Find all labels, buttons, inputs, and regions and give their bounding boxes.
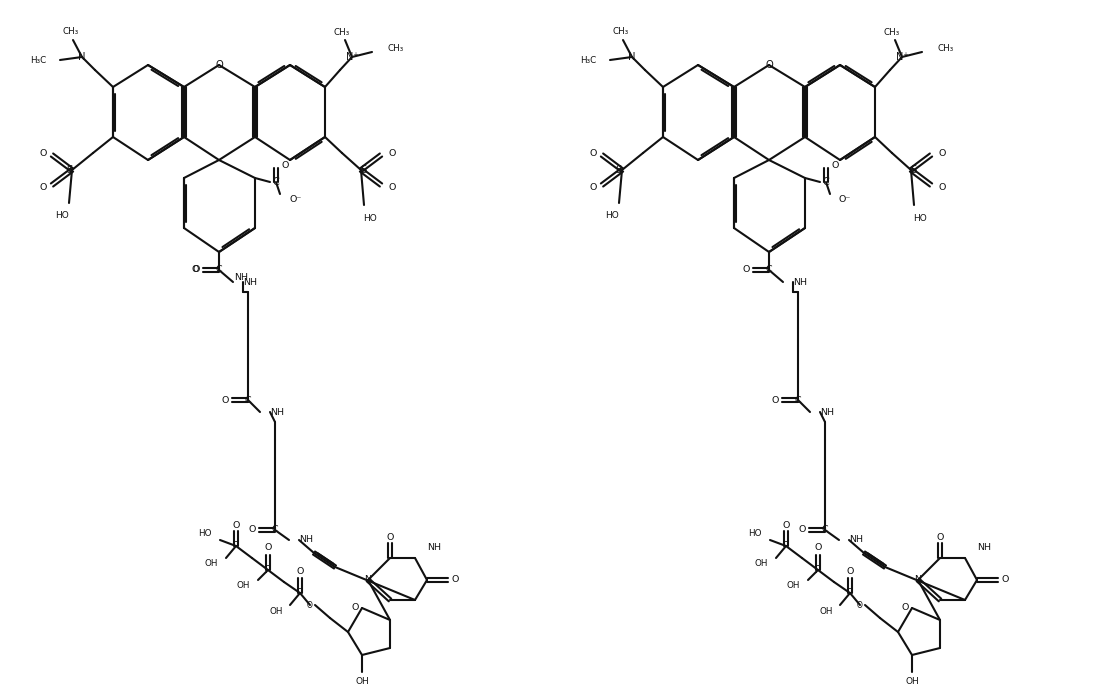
Text: OH: OH bbox=[905, 677, 919, 686]
Text: O: O bbox=[233, 520, 239, 530]
Text: O: O bbox=[771, 395, 778, 404]
Text: C: C bbox=[821, 526, 828, 535]
Text: OH: OH bbox=[269, 606, 283, 615]
Text: NH: NH bbox=[243, 278, 257, 287]
Text: O: O bbox=[40, 183, 47, 192]
Text: O: O bbox=[858, 601, 863, 610]
Text: O: O bbox=[590, 149, 596, 158]
Text: S: S bbox=[911, 165, 917, 175]
Text: C: C bbox=[765, 265, 772, 274]
Text: O: O bbox=[831, 161, 839, 169]
Text: O: O bbox=[281, 161, 289, 169]
Text: CH₃: CH₃ bbox=[884, 28, 900, 37]
Text: HO: HO bbox=[363, 214, 377, 223]
Text: C: C bbox=[215, 265, 222, 274]
Text: O: O bbox=[191, 265, 199, 274]
Text: O: O bbox=[248, 526, 256, 535]
Text: OH: OH bbox=[819, 606, 833, 615]
Text: O⁻: O⁻ bbox=[839, 194, 851, 203]
Text: O: O bbox=[765, 60, 773, 70]
Text: OH: OH bbox=[754, 559, 768, 568]
Text: NH: NH bbox=[427, 544, 441, 553]
Text: O: O bbox=[215, 60, 223, 70]
Text: NH: NH bbox=[977, 544, 991, 553]
Text: O: O bbox=[389, 149, 395, 158]
Text: N⁺: N⁺ bbox=[346, 52, 358, 62]
Text: C: C bbox=[795, 395, 802, 404]
Text: OH: OH bbox=[236, 582, 250, 590]
Text: N: N bbox=[628, 52, 636, 62]
Text: CH₃: CH₃ bbox=[388, 43, 404, 52]
Text: O: O bbox=[307, 601, 313, 610]
Text: O: O bbox=[386, 533, 394, 542]
Text: O: O bbox=[192, 265, 200, 274]
Text: O: O bbox=[815, 544, 821, 553]
Text: HO: HO bbox=[605, 212, 619, 220]
Text: NH: NH bbox=[234, 273, 248, 282]
Text: NH: NH bbox=[793, 278, 807, 287]
Text: O: O bbox=[939, 149, 945, 158]
Text: O: O bbox=[798, 526, 806, 535]
Text: OH: OH bbox=[204, 559, 219, 568]
Text: N: N bbox=[365, 575, 371, 584]
Text: CH₃: CH₃ bbox=[613, 26, 629, 36]
Text: O: O bbox=[351, 604, 359, 613]
Text: O: O bbox=[389, 183, 395, 192]
Text: S: S bbox=[361, 165, 367, 175]
Text: HO: HO bbox=[199, 530, 212, 539]
Text: C: C bbox=[271, 526, 278, 535]
Text: O: O bbox=[847, 568, 853, 577]
Text: OH: OH bbox=[786, 582, 800, 590]
Text: P: P bbox=[296, 588, 303, 598]
Text: C: C bbox=[245, 395, 251, 404]
Text: O: O bbox=[939, 183, 945, 192]
Text: O: O bbox=[222, 395, 228, 404]
Text: CH₃: CH₃ bbox=[334, 28, 350, 37]
Text: O: O bbox=[40, 149, 47, 158]
Text: O: O bbox=[296, 568, 304, 577]
Text: O: O bbox=[451, 575, 459, 584]
Text: S: S bbox=[66, 165, 72, 175]
Text: O: O bbox=[742, 265, 750, 274]
Text: P: P bbox=[265, 565, 271, 575]
Text: N: N bbox=[78, 52, 86, 62]
Text: H₃C: H₃C bbox=[580, 56, 596, 65]
Text: NH: NH bbox=[270, 407, 284, 416]
Text: O: O bbox=[1001, 575, 1009, 584]
Text: O: O bbox=[901, 604, 909, 613]
Text: O: O bbox=[590, 183, 596, 192]
Text: OH: OH bbox=[355, 677, 369, 686]
Text: O: O bbox=[265, 544, 271, 553]
Text: H₃C: H₃C bbox=[30, 56, 46, 65]
Text: HO: HO bbox=[55, 212, 69, 220]
Text: HO: HO bbox=[749, 530, 762, 539]
Text: O⁻: O⁻ bbox=[289, 194, 301, 203]
Text: NH: NH bbox=[849, 535, 863, 544]
Text: O: O bbox=[937, 533, 943, 542]
Text: CH₃: CH₃ bbox=[938, 43, 954, 52]
Text: O: O bbox=[782, 520, 789, 530]
Text: CH₃: CH₃ bbox=[63, 26, 79, 36]
Text: N⁺: N⁺ bbox=[896, 52, 908, 62]
Text: HO: HO bbox=[914, 214, 927, 223]
Text: P: P bbox=[783, 541, 789, 551]
Text: S: S bbox=[616, 165, 623, 175]
Text: P: P bbox=[233, 541, 239, 551]
Text: C: C bbox=[822, 177, 829, 187]
Text: N: N bbox=[915, 575, 921, 584]
Text: NH: NH bbox=[299, 535, 313, 544]
Text: P: P bbox=[847, 588, 853, 598]
Text: C: C bbox=[272, 177, 279, 187]
Text: NH: NH bbox=[820, 407, 834, 416]
Text: P: P bbox=[815, 565, 821, 575]
